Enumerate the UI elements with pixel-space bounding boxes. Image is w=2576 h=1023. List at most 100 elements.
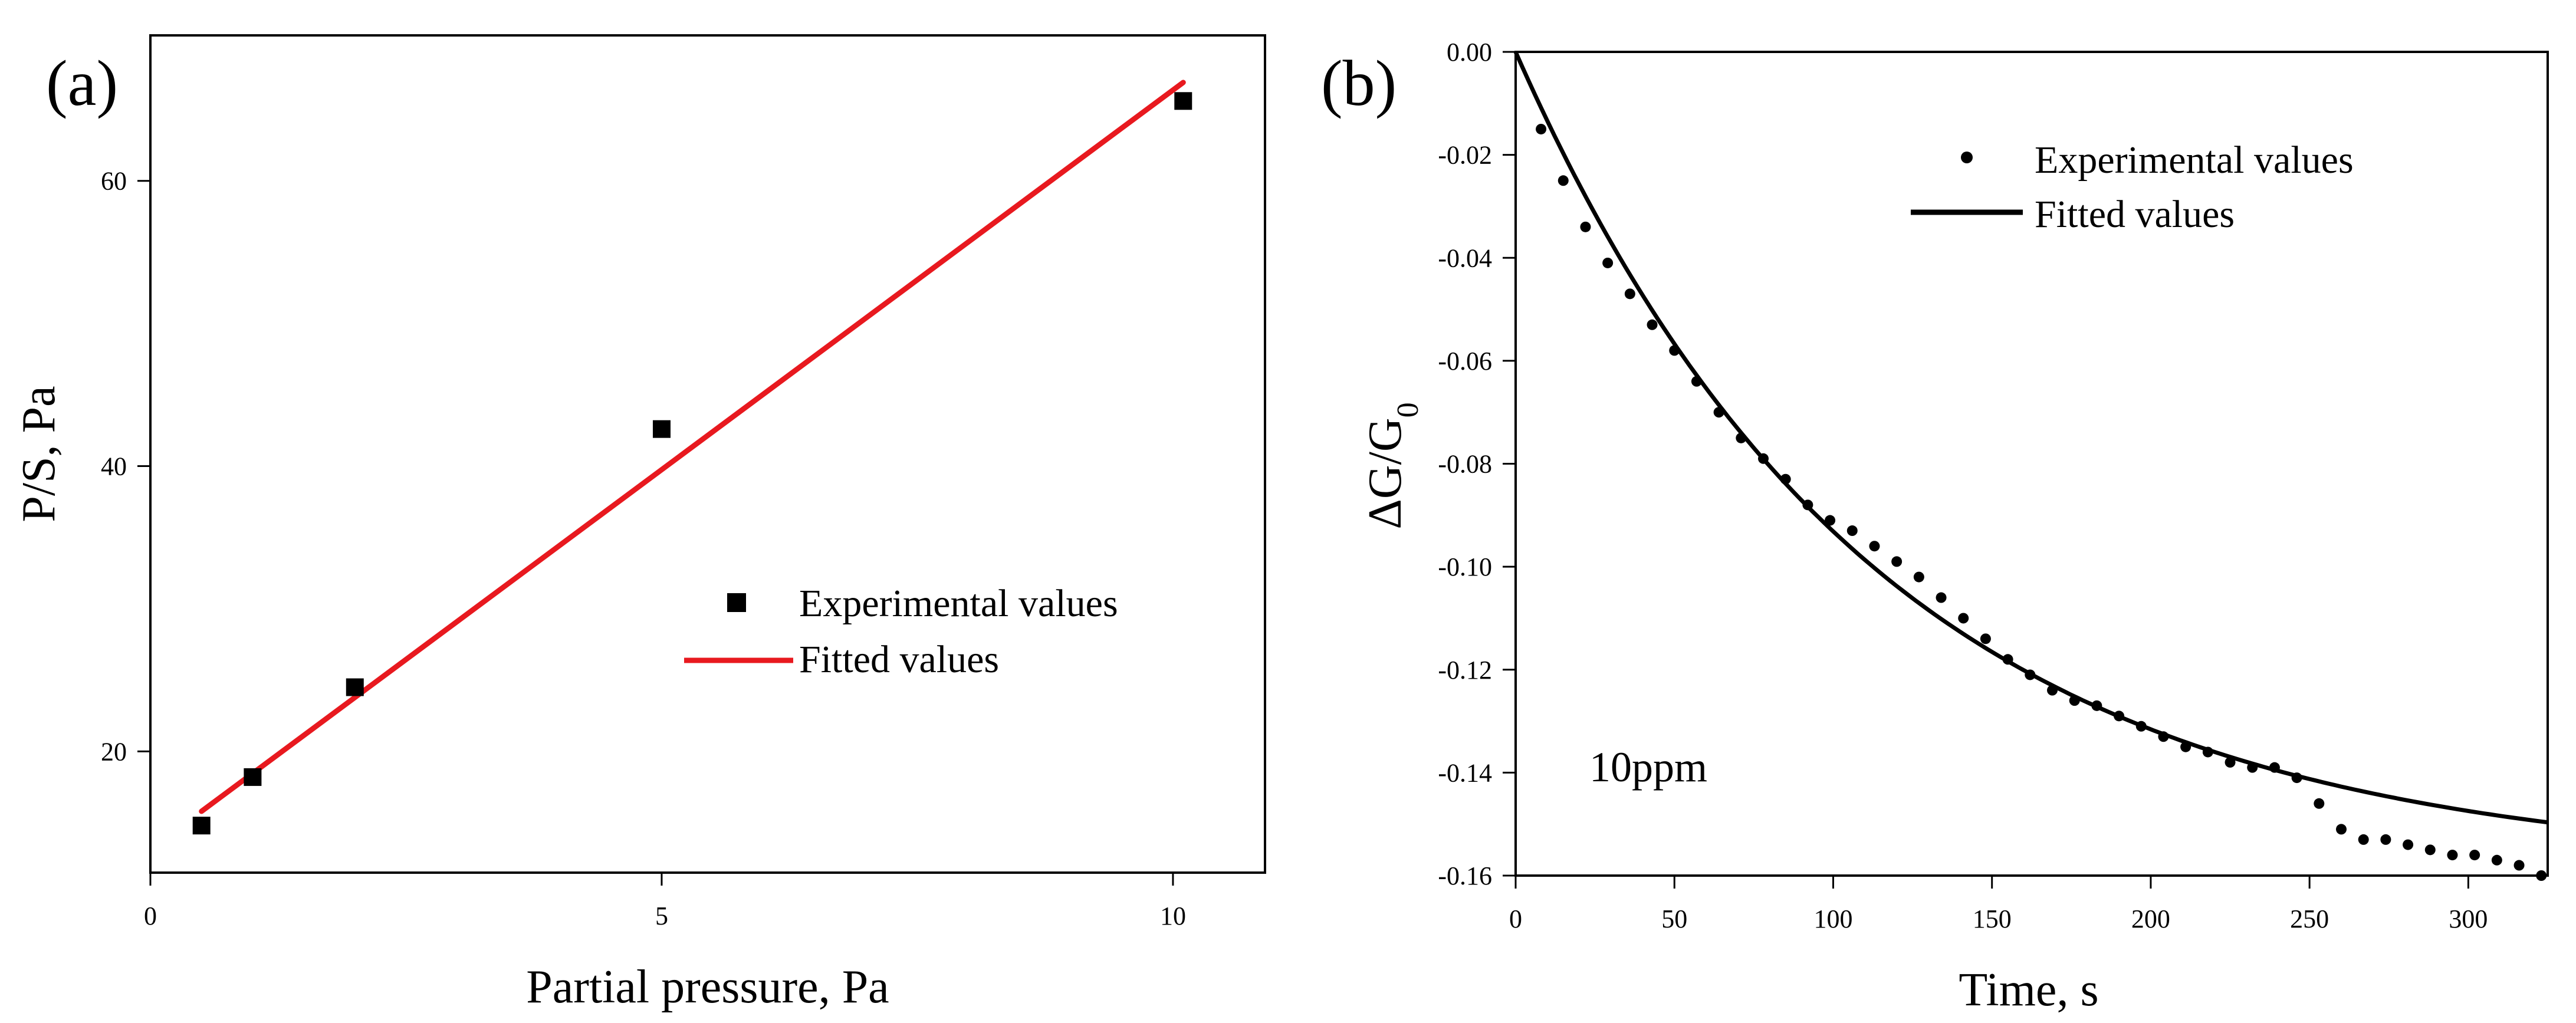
b-y-tick-label: -0.04: [1438, 244, 1492, 272]
panel-b-experimental-point: [1780, 473, 1791, 485]
panel-b-experimental-point: [2269, 762, 2280, 773]
panel-b-y-axis-title: ΔG/G0: [1359, 402, 1425, 529]
panel-b-label: (b): [1321, 47, 1397, 119]
panel-a-experimental-point: [192, 817, 211, 835]
panel-a-plot-frame: [149, 34, 1266, 874]
panel-b-experimental-point: [2114, 710, 2125, 722]
panel-b-experimental-point: [2358, 834, 2369, 845]
b-x-tick-label: 150: [1973, 904, 2012, 933]
a-y-tick-label: 20: [101, 737, 127, 766]
panel-b-experimental-point: [1891, 556, 1903, 567]
panel-b-chart: (b) 0 50 100 150 200 250 300 0.00 -0.02 -0.04 -0.…: [1321, 38, 2549, 1016]
panel-a-legend-marker-experimental: [727, 593, 746, 612]
panel-b-legend-label-experimental: Experimental values: [2035, 139, 2354, 182]
panel-b-experimental-point: [2047, 685, 2058, 696]
panel-b-experimental-point: [2002, 654, 2013, 665]
b-x-tick-label: 100: [1813, 904, 1852, 933]
b-y-tick-label: -0.16: [1438, 861, 1492, 890]
panel-b-legend-marker-experimental: [1961, 152, 1973, 163]
panel-b-experimental-point: [2025, 669, 2036, 680]
panel-a-x-axis-ticks: 0 5 10: [144, 873, 1186, 930]
panel-b-experimental-point: [1580, 221, 1591, 232]
a-x-tick-label: 5: [655, 902, 668, 930]
panel-b-y-axis-title-subscript: 0: [1391, 402, 1425, 417]
panel-b-experimental-point: [1691, 376, 1702, 387]
b-y-tick-label: -0.06: [1438, 347, 1492, 376]
panel-b-experimental-point: [1980, 633, 1991, 644]
panel-b-experimental-point: [1558, 175, 1569, 186]
panel-b-experimental-point: [2247, 762, 2258, 773]
panel-b-experimental-point: [1624, 288, 1635, 300]
panel-b-experimental-point: [2447, 850, 2458, 861]
a-x-tick-label: 10: [1160, 902, 1186, 930]
b-y-tick-label: -0.02: [1438, 141, 1492, 170]
panel-b-experimental-point: [1846, 525, 1858, 537]
panel-b-experimental-point: [1913, 571, 1924, 583]
panel-a-experimental-point: [346, 678, 364, 696]
panel-a-chart: (a) 0 5 10 20 40 60 Partial pressure, Pa P/S…: [13, 34, 1266, 1013]
panel-b-x-axis-title: Time, s: [1959, 964, 2098, 1016]
b-x-tick-label: 200: [2131, 904, 2170, 933]
panel-b-experimental-point: [2424, 844, 2436, 856]
panel-a-x-axis-title: Partial pressure, Pa: [526, 961, 889, 1013]
panel-b-experimental-point: [1802, 499, 1813, 511]
panel-b-fitted-curve: [1513, 51, 2548, 825]
panel-b-annotation-concentration: 10ppm: [1589, 744, 1707, 791]
panel-b-experimental-point: [2403, 839, 2414, 850]
panel-b-experimental-point: [2336, 824, 2347, 835]
panel-b-experimental-point: [1602, 257, 1614, 268]
panel-b-experimental-point: [1958, 613, 1969, 624]
panel-b-experimental-point: [1536, 123, 1547, 134]
panel-b-experimental-point: [1713, 407, 1724, 418]
a-y-tick-label: 40: [101, 452, 127, 481]
panel-a-legend-label-experimental: Experimental values: [799, 582, 1118, 625]
panel-a-experimental-point: [244, 768, 262, 786]
panel-b-experimental-point: [1869, 541, 1880, 552]
panel-b-experimental-point: [2536, 870, 2547, 881]
panel-b-experimental-point: [2135, 721, 2147, 732]
panel-b-x-axis-ticks: 0 50 100 150 200 250 300: [1509, 876, 2488, 933]
panel-a-experimental-point: [1174, 92, 1192, 110]
b-y-tick-label: -0.14: [1438, 758, 1492, 787]
panel-b-experimental-point: [1936, 592, 1947, 603]
panel-a-experimental-point: [652, 420, 671, 438]
panel-b-experimental-point: [1647, 319, 1658, 330]
panel-a-fitted-line: [199, 80, 1186, 814]
panel-b-y-axis-title-main: ΔG/G: [1359, 417, 1411, 529]
b-x-tick-label: 250: [2290, 904, 2329, 933]
panel-a-experimental-points: [192, 92, 1192, 835]
panel-b-experimental-point: [1825, 515, 1836, 526]
b-y-tick-label: -0.08: [1438, 450, 1492, 479]
panel-b-experimental-point: [2314, 798, 2325, 809]
panel-b-experimental-point: [2291, 772, 2302, 784]
b-x-tick-label: 300: [2449, 904, 2488, 933]
panel-b-experimental-point: [2202, 746, 2213, 758]
panel-b-y-axis-ticks: 0.00 -0.02 -0.04 -0.06 -0.08 -0.10 -0.12 -0.14 -…: [1438, 38, 1516, 890]
a-y-tick-label: 60: [101, 167, 127, 196]
panel-a-label: (a): [46, 47, 118, 119]
panel-b-experimental-point: [1669, 345, 1680, 356]
panel-b-experimental-points: [1536, 123, 2547, 881]
panel-b-experimental-point: [1758, 453, 1769, 464]
panel-b-experimental-point: [2380, 834, 2391, 845]
panel-b-experimental-point: [2469, 850, 2480, 861]
panel-b-fitted-curve-layer: [1513, 51, 2548, 825]
panel-b-experimental-point: [2158, 731, 2169, 742]
b-x-tick-label: 0: [1509, 904, 1522, 933]
panel-b-legend-label-fitted: Fitted values: [2035, 193, 2235, 236]
b-y-tick-label: -0.12: [1438, 656, 1492, 685]
panel-a-fitted-line-layer: [199, 80, 1186, 814]
b-y-tick-label: 0.00: [1447, 38, 1492, 67]
panel-a-y-axis-ticks: 20 40 60: [101, 167, 150, 766]
panel-b-experimental-point: [1736, 432, 1747, 443]
b-x-tick-label: 50: [1661, 904, 1687, 933]
a-x-tick-label: 0: [144, 902, 157, 930]
panel-b-experimental-point: [2513, 860, 2525, 871]
panel-a-legend-label-fitted: Fitted values: [799, 638, 999, 681]
panel-a-legend: Experimental values Fitted values: [684, 582, 1118, 681]
panel-b-experimental-point: [2069, 695, 2080, 706]
panel-b-experimental-point: [2225, 756, 2236, 768]
panel-a-y-axis-title: P/S, Pa: [13, 386, 65, 522]
panel-b-experimental-point: [2091, 700, 2102, 711]
